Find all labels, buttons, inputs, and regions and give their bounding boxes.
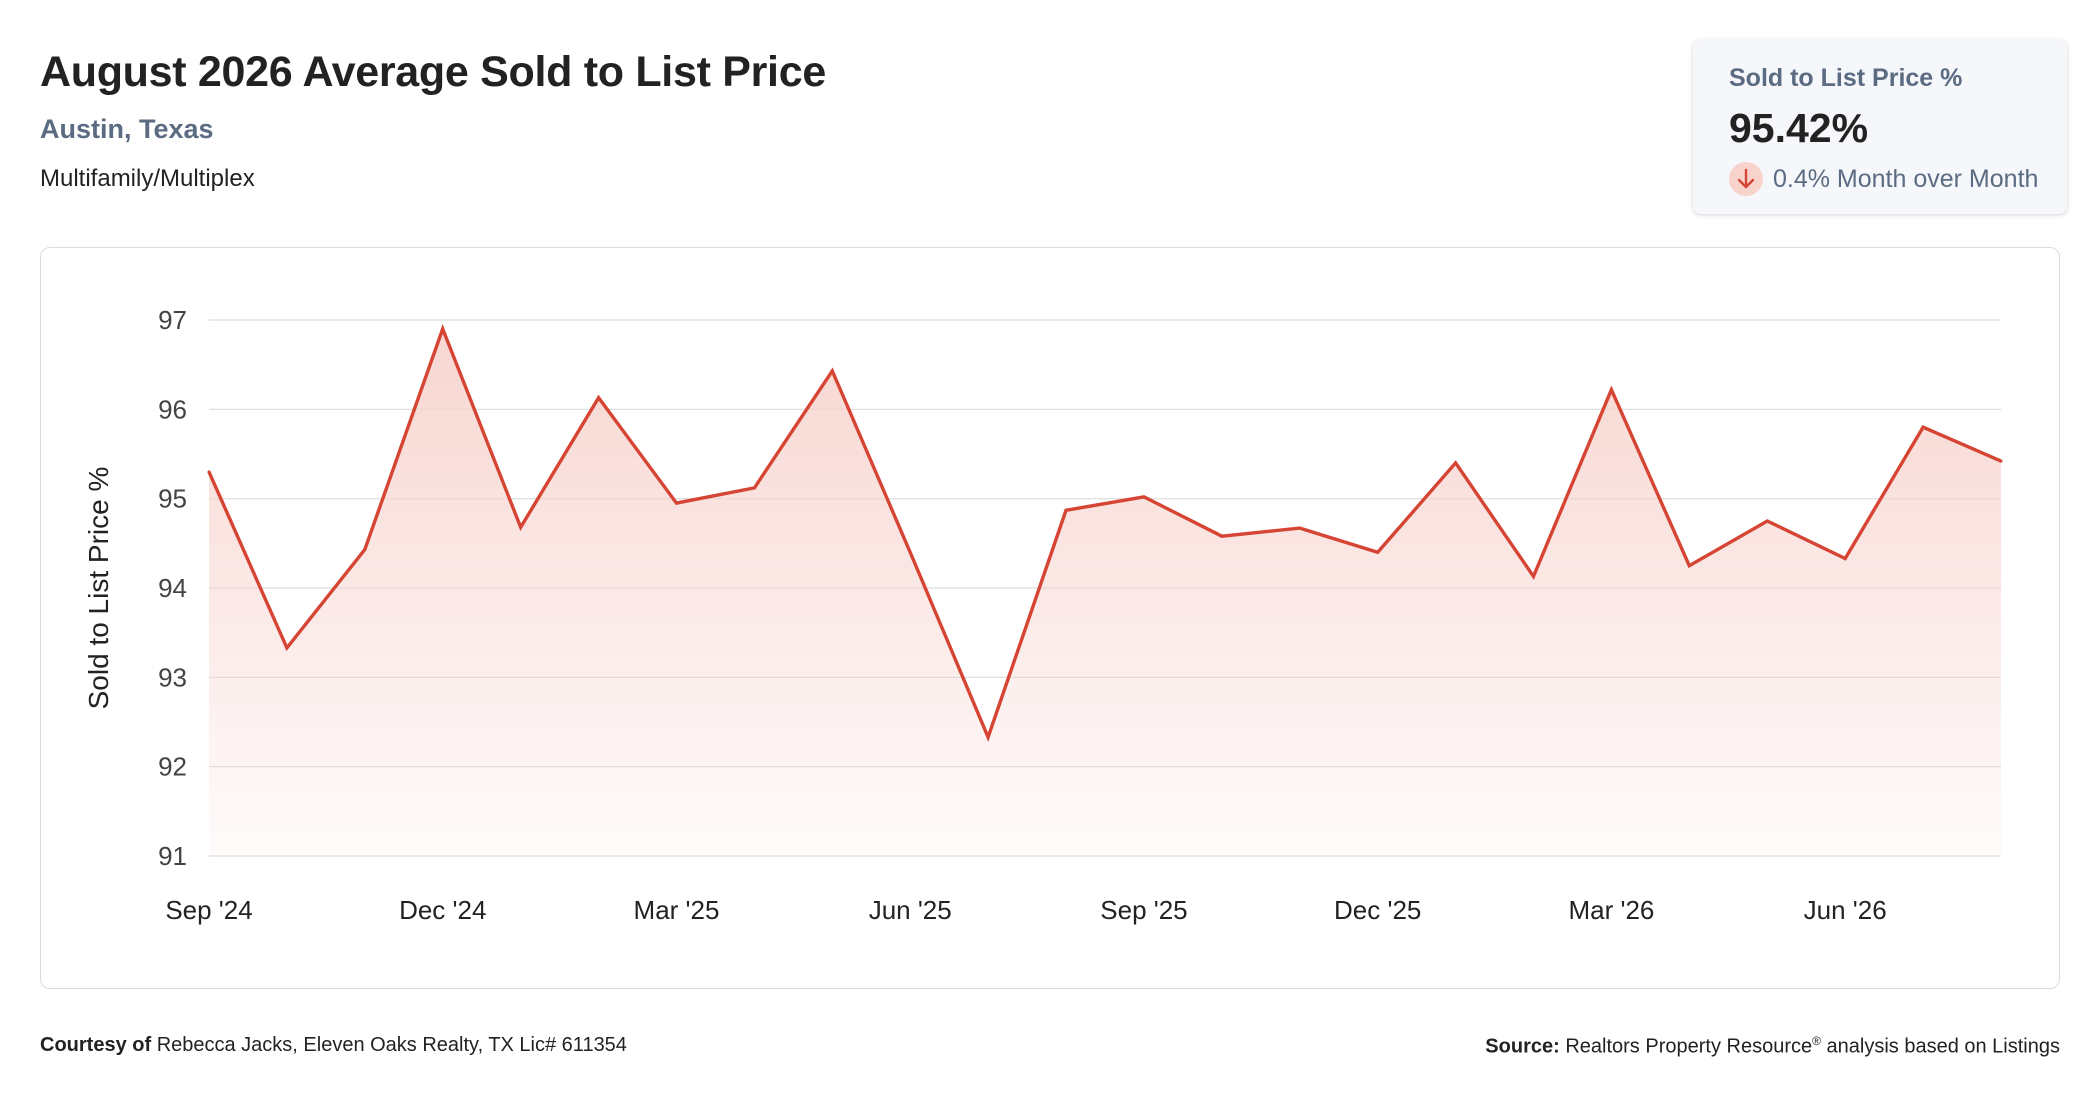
- data-point-19[interactable]: [1687, 564, 1691, 568]
- series-line: [207, 324, 2002, 742]
- data-point-17[interactable]: [1532, 574, 1536, 578]
- data-point-14[interactable]: [1298, 526, 1302, 530]
- data-point-12[interactable]: [1142, 495, 1146, 499]
- data-point-1[interactable]: [285, 646, 289, 650]
- courtesy-label: Courtesy of: [40, 1034, 152, 1056]
- x-tick-label: Mar '26: [1568, 895, 1654, 925]
- x-tick-label: Dec '25: [1334, 895, 1421, 925]
- chart-card: 91 92 93 94 95 96 97 Sep '24 Dec '24 Mar '25 Jun '…: [40, 247, 2060, 989]
- data-point-7[interactable]: [752, 486, 756, 490]
- y-tick-label: 95: [158, 484, 187, 514]
- data-point-3[interactable]: [441, 327, 445, 331]
- x-tick-label: Jun '25: [869, 895, 952, 925]
- sold-to-list-chart: 91 92 93 94 95 96 97 Sep '24 Dec '24 Mar '25 Jun '…: [83, 305, 2003, 925]
- data-point-21[interactable]: [1843, 557, 1847, 561]
- y-tick-label: 92: [158, 752, 187, 782]
- x-tick-label: Sep '24: [165, 895, 252, 925]
- y-tick-label: 93: [158, 662, 187, 692]
- data-point-9[interactable]: [908, 550, 912, 554]
- kpi-card: Sold to List Price % 95.42% 0.4% Month o…: [1693, 40, 2067, 214]
- y-tick-label: 97: [158, 305, 187, 335]
- x-tick-label: Dec '24: [399, 895, 486, 925]
- x-tick-label: Mar '25: [634, 895, 720, 925]
- x-tick-label: Jun '26: [1804, 895, 1887, 925]
- source-label: Source:: [1485, 1035, 1560, 1058]
- data-point-8[interactable]: [830, 369, 834, 373]
- data-point-0[interactable]: [207, 470, 211, 474]
- y-tick-label: 94: [158, 573, 187, 603]
- location-subtitle: Austin, Texas: [40, 114, 214, 144]
- data-point-11[interactable]: [1064, 508, 1068, 512]
- data-point-16[interactable]: [1454, 461, 1458, 465]
- data-point-23[interactable]: [1999, 459, 2003, 463]
- arrow-down-icon: [1729, 162, 1763, 196]
- kpi-value: 95.42%: [1729, 105, 1869, 151]
- y-tick-label: 96: [158, 394, 187, 424]
- registered-mark: ®: [1812, 1034, 1821, 1048]
- y-tick-label: 91: [158, 841, 187, 871]
- y-axis-title: Sold to List Price %: [83, 467, 114, 710]
- source-text: Realtors Property Resource: [1565, 1035, 1813, 1058]
- data-point-6[interactable]: [674, 501, 678, 505]
- data-point-18[interactable]: [1609, 388, 1613, 392]
- data-point-2[interactable]: [363, 548, 367, 552]
- courtesy-text: Rebecca Jacks, Eleven Oaks Realty, TX Li…: [156, 1034, 627, 1056]
- data-point-4[interactable]: [519, 525, 523, 529]
- source-footer: Source: Realtors Property Resource® anal…: [1485, 1034, 2060, 1059]
- kpi-change: 0.4% Month over Month: [1729, 162, 2067, 196]
- data-point-10[interactable]: [986, 735, 990, 739]
- data-point-13[interactable]: [1220, 534, 1224, 538]
- data-point-22[interactable]: [1921, 425, 1925, 429]
- source-suffix: analysis based on Listings: [1826, 1035, 2060, 1058]
- data-point-20[interactable]: [1765, 519, 1769, 523]
- series-area-fill: [209, 328, 2001, 856]
- courtesy-footer: Courtesy of Rebecca Jacks, Eleven Oaks R…: [40, 1034, 627, 1057]
- kpi-change-text: 0.4% Month over Month: [1773, 165, 2039, 193]
- kpi-label: Sold to List Price %: [1729, 64, 1963, 92]
- data-point-5[interactable]: [597, 396, 601, 400]
- page-title: August 2026 Average Sold to List Price: [40, 48, 826, 96]
- data-point-15[interactable]: [1376, 550, 1380, 554]
- x-tick-label: Sep '25: [1100, 895, 1187, 925]
- report-header: August 2026 Average Sold to List Price A…: [40, 44, 826, 194]
- property-type-label: Multifamily/Multiplex: [40, 165, 255, 192]
